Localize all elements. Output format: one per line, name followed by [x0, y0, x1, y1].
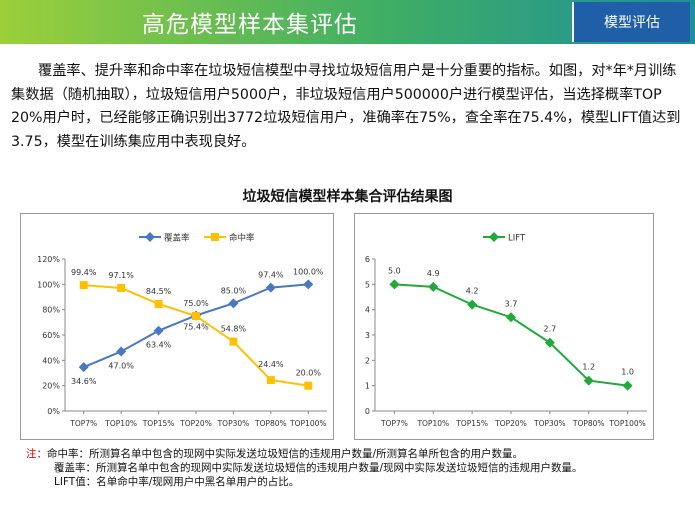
y-tick-label: 0% — [47, 407, 60, 416]
legend-label: 覆盖率 — [164, 233, 190, 244]
rates-chart-svg: 0% 20% 40% 60% 80% 100% 120% TOP7% TOP10% TOP15% T… — [37, 232, 327, 428]
data-point — [266, 376, 275, 385]
data-label: 99.4% — [71, 268, 97, 277]
y-tick-label: 40% — [42, 356, 60, 365]
data-label: 63.4% — [146, 341, 172, 350]
note-hit-rate-row: 注：命中率：所测算名单中包含的现网中实际发送垃圾短信的违规用户数量/所测算名单所… — [26, 447, 686, 461]
x-tick-label: TOP80% — [254, 419, 287, 428]
data-point — [304, 381, 313, 390]
x-tick-label: TOP10% — [104, 419, 137, 428]
x-tick-label: TOP100% — [608, 419, 645, 428]
data-point — [117, 284, 126, 293]
data-label: 97.1% — [108, 271, 134, 280]
note-lead: 注： — [26, 448, 47, 460]
section-tab[interactable]: 模型评估 — [572, 2, 690, 42]
data-point — [153, 325, 164, 336]
data-label: 97.4% — [258, 271, 284, 280]
data-label: 75.4% — [183, 322, 209, 331]
note-lift: LIFT值：名单命中率/现网用户中黑名单用户的占比。 — [54, 476, 300, 488]
data-point — [389, 279, 400, 290]
data-label: 4.2 — [466, 287, 479, 296]
data-point — [506, 312, 516, 323]
data-point — [79, 281, 88, 290]
legend-marker — [211, 233, 219, 241]
data-label: 1.2 — [582, 363, 595, 372]
x-tick-label: TOP80% — [572, 419, 605, 428]
title-bar: 高危模型样本集评估 模型评估 — [0, 0, 695, 44]
legend-label: LIFT — [508, 234, 526, 244]
figure-title: 垃圾短信模型样本集合评估结果图 — [242, 189, 453, 205]
page-title: 高危模型样本集评估 — [142, 12, 358, 38]
data-label: 4.9 — [427, 269, 440, 278]
data-label: 3.7 — [505, 299, 518, 308]
y-tick-label: 3 — [365, 331, 370, 340]
y-tick-label: 80% — [42, 306, 60, 315]
data-point — [192, 312, 200, 320]
note-lift-row: LIFT值：名单命中率/现网用户中黑名单用户的占比。 — [26, 475, 686, 489]
data-label: 54.8% — [221, 325, 247, 334]
y-tick-label: 120% — [37, 255, 60, 264]
data-point — [265, 282, 276, 293]
data-point — [544, 337, 555, 348]
y-tick-label: 60% — [42, 331, 60, 340]
data-point — [583, 375, 594, 386]
data-label: 47.0% — [108, 361, 134, 370]
y-tick-label: 5 — [365, 280, 370, 289]
x-tick-label: TOP20% — [494, 419, 527, 428]
x-tick-label: TOP10% — [416, 419, 449, 428]
data-point — [116, 346, 127, 357]
lift-chart-svg: 0 1 2 3 4 5 6 TOP7% TOP10% TOP15% TOP20% TOP30% TOP8… — [365, 232, 647, 428]
intro-text: 覆盖率、提升率和命中率在垃圾短信模型中寻找垃圾短信用户是十分重要的指标。如图，对… — [11, 60, 683, 154]
x-tick-label: TOP100% — [289, 419, 326, 428]
footnotes: 注：命中率：所测算名单中包含的现网中实际发送垃圾短信的违规用户数量/所测算名单所… — [26, 447, 686, 489]
note-coverage-row: 覆盖率：所测算名单中包含的现网中实际发送垃圾短信的违规用户数量/现网中实际发送垃… — [26, 461, 686, 475]
data-label: 5.0 — [388, 266, 401, 275]
y-tick-label: 1 — [365, 382, 370, 391]
y-tick-label: 0 — [365, 407, 370, 416]
legend-marker — [489, 232, 499, 242]
data-point — [622, 380, 633, 391]
x-tick-label: TOP30% — [217, 419, 250, 428]
data-label: 100.0% — [293, 267, 324, 276]
data-label: 2.7 — [543, 325, 556, 334]
y-tick-label: 6 — [365, 255, 370, 264]
data-point — [228, 298, 239, 309]
x-tick-label: TOP20% — [179, 419, 212, 428]
legend-marker — [145, 232, 155, 242]
data-label: 84.5% — [146, 287, 172, 296]
data-label: 75.0% — [183, 299, 209, 308]
data-point — [428, 281, 439, 292]
data-label: 85.0% — [221, 286, 247, 295]
x-tick-label: TOP15% — [455, 419, 488, 428]
data-label: 20.0% — [296, 369, 322, 378]
x-tick-label: TOP7% — [380, 419, 408, 428]
data-label: 24.4% — [258, 360, 284, 369]
note-coverage: 覆盖率：所测算名单中包含的现网中实际发送垃圾短信的违规用户数量/现网中实际发送垃… — [54, 462, 583, 474]
rates-chart: 0% 20% 40% 60% 80% 100% 120% TOP7% TOP10% TOP15% T… — [20, 213, 334, 440]
data-point — [154, 299, 163, 308]
data-label: 1.0 — [621, 368, 634, 377]
x-tick-label: TOP15% — [142, 419, 175, 428]
note-hit-rate: 命中率：所测算名单中包含的现网中实际发送垃圾短信的违规用户数量/所测算名单所包含… — [47, 448, 524, 460]
y-tick-label: 4 — [365, 306, 370, 315]
y-tick-label: 2 — [365, 356, 370, 365]
legend-label: 命中率 — [229, 233, 255, 244]
intro-paragraph: 覆盖率、提升率和命中率在垃圾短信模型中寻找垃圾短信用户是十分重要的指标。如图，对… — [11, 63, 681, 150]
data-label: 34.6% — [71, 377, 97, 386]
data-point — [467, 299, 478, 310]
data-point — [229, 337, 238, 346]
data-point — [78, 362, 89, 373]
data-point — [303, 279, 314, 290]
y-tick-label: 20% — [42, 382, 60, 391]
lift-chart: 0 1 2 3 4 5 6 TOP7% TOP10% TOP15% TOP20% TOP30% TOP8… — [354, 213, 654, 440]
x-tick-label: TOP7% — [69, 419, 97, 428]
y-tick-label: 100% — [37, 280, 60, 289]
x-tick-label: TOP30% — [533, 419, 566, 428]
